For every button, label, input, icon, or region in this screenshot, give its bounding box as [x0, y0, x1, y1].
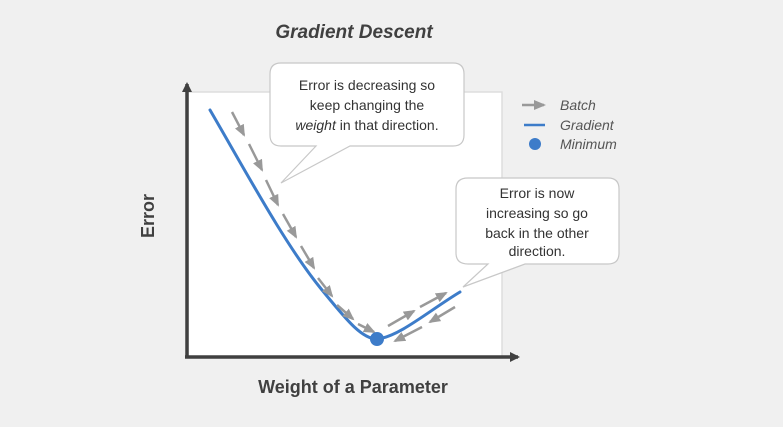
batch-arrow: [230, 111, 246, 137]
batch-arrows-descending: [230, 111, 376, 334]
legend: Batch Gradient Minimum: [522, 97, 617, 152]
batch-arrow: [281, 213, 298, 239]
batch-arrow: [419, 291, 448, 309]
batch-arrow: [264, 179, 280, 207]
y-axis-label: Error: [138, 194, 158, 238]
batch-arrow: [357, 322, 376, 334]
callout-increasing-line1: Error is now: [500, 185, 576, 201]
callout-increasing-line2: increasing so go: [486, 205, 588, 221]
callout-decreasing-line2: keep changing the: [310, 97, 425, 113]
batch-arrow: [317, 277, 334, 298]
batch-arrow: [428, 305, 456, 324]
callout-increasing: Error is now increasing so go back in th…: [455, 177, 620, 288]
gradient-curve: [208, 108, 462, 341]
batch-arrows-return: [393, 305, 456, 343]
callout-decreasing: Error is decreasing so keep changing the…: [269, 62, 465, 184]
legend-minimum-icon: [529, 138, 541, 150]
diagram-title: Gradient Descent: [275, 22, 433, 43]
callout-decreasing-line1: Error is decreasing so: [299, 77, 435, 93]
minimum-point: [370, 332, 384, 346]
callout-increasing-line4: direction.: [509, 243, 566, 259]
x-axis-label: Weight of a Parameter: [258, 377, 448, 397]
batch-arrow: [336, 304, 355, 321]
batch-arrows-overshoot: [387, 291, 448, 328]
batch-arrow: [299, 245, 316, 270]
batch-arrow: [247, 143, 264, 172]
legend-gradient-label: Gradient: [560, 117, 615, 133]
callout-italic-word: weight: [295, 117, 337, 133]
callout-line3-rest: in that direction.: [336, 117, 439, 133]
callout-increasing-line3: back in the other: [485, 225, 589, 241]
batch-arrow: [387, 309, 416, 328]
batch-arrow: [393, 325, 423, 343]
legend-minimum-label: Minimum: [560, 136, 617, 152]
callout-decreasing-line3: weight in that direction.: [295, 117, 438, 133]
legend-batch-label: Batch: [560, 97, 596, 113]
